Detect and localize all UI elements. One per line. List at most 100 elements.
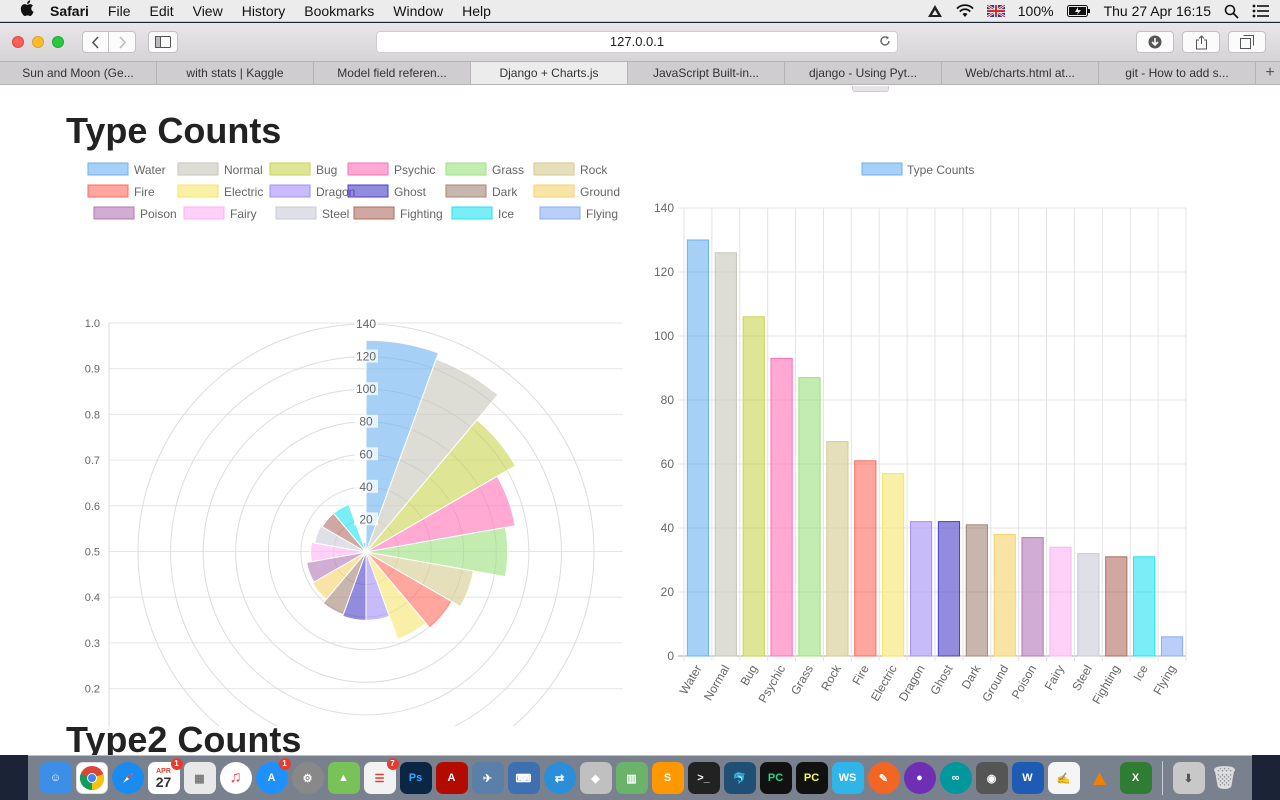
spotlight-search-icon[interactable] — [1224, 4, 1239, 19]
reload-icon[interactable] — [879, 33, 891, 53]
legend-label-bug: Bug — [316, 163, 337, 177]
bar-x-tick-label: Normal — [701, 663, 732, 703]
new-tab-button[interactable]: + — [1265, 64, 1275, 81]
textedit-icon[interactable]: ✍ — [1047, 762, 1080, 794]
tab-django-using-python[interactable]: django - Using Pyt... — [785, 62, 942, 84]
forward-button[interactable] — [109, 31, 136, 53]
keyboard-viewer-icon[interactable]: ⌨ — [507, 762, 540, 794]
clock[interactable]: Thu 27 Apr 16:15 — [1103, 3, 1211, 19]
bar-legend-label: Type Counts — [907, 163, 974, 177]
legend-label-dragon: Dragon — [316, 185, 355, 199]
bar-x-tick-label: Flying — [1151, 663, 1179, 698]
disk-utility-icon[interactable]: ◉ — [975, 762, 1008, 794]
minimize-window-button[interactable] — [32, 36, 44, 48]
polar-slice-poison — [306, 551, 367, 583]
system-preferences-icon[interactable]: ⚙ — [291, 762, 324, 794]
pycharm-icon[interactable]: PC — [759, 762, 792, 794]
bar-legend-swatch — [861, 162, 903, 176]
menu-history[interactable]: History — [241, 2, 286, 19]
color-picker-icon[interactable]: ◆ — [579, 762, 612, 794]
sidebar-toggle-button[interactable] — [148, 31, 178, 53]
battery-icon[interactable] — [1066, 5, 1091, 17]
close-window-button[interactable] — [12, 36, 24, 48]
downloads-button[interactable] — [1136, 31, 1174, 53]
safari-icon[interactable] — [111, 762, 144, 794]
chrome-icon[interactable] — [75, 762, 108, 794]
menu-app-name[interactable]: Safari — [50, 2, 89, 19]
legend-swatch-dragon — [269, 184, 311, 198]
wifi-icon[interactable] — [956, 4, 974, 18]
photoshop-icon[interactable]: Ps — [399, 762, 432, 794]
tab-kaggle[interactable]: with stats | Kaggle — [157, 62, 314, 84]
numbers-icon[interactable]: ▥ — [615, 762, 648, 794]
share-button[interactable] — [1182, 31, 1220, 53]
dock-separator — [1161, 761, 1163, 795]
bar-y-tick-label: 0 — [667, 649, 674, 663]
polar-tick-label: 40 — [359, 480, 373, 494]
acrobat-icon[interactable]: A — [435, 762, 468, 794]
tab-web-charts-html[interactable]: Web/charts.html at... — [942, 62, 1099, 84]
polar-tick-backdrop — [354, 349, 378, 363]
polar-left-tick-label: 0.6 — [85, 501, 100, 513]
apple-menu-icon[interactable] — [18, 0, 36, 21]
address-bar[interactable]: 127.0.0.1 — [376, 31, 898, 53]
bar-poison — [1021, 537, 1044, 657]
downloads-stack-icon[interactable]: ⬇ — [1172, 762, 1205, 794]
menu-file[interactable]: File — [107, 2, 131, 19]
legend-label-normal: Normal — [224, 163, 263, 177]
menu-help[interactable]: Help — [462, 2, 491, 19]
x-app-icon[interactable]: X — [1119, 762, 1152, 794]
itunes-icon[interactable]: ♫ — [219, 762, 252, 794]
trash-icon[interactable]: 🗑 — [1210, 765, 1239, 790]
navigation-buttons — [82, 31, 136, 53]
tab-git-how-to-add[interactable]: git - How to add s... — [1099, 62, 1256, 84]
uk-flag-icon[interactable] — [986, 5, 1005, 17]
github-icon[interactable]: ● — [903, 762, 936, 794]
menu-window[interactable]: Window — [393, 2, 444, 19]
chevron-right-icon — [118, 35, 126, 49]
reminders-icon[interactable]: ☰ 7 — [363, 758, 399, 794]
tab-django-charts[interactable]: Django + Charts.js — [471, 62, 628, 84]
adobe-cloud-icon[interactable] — [927, 4, 943, 18]
calendar-icon[interactable]: APR 27 1 — [147, 758, 183, 794]
terminal-icon[interactable]: >_ — [687, 762, 720, 794]
tab-javascript-builtin[interactable]: JavaScript Built-in... — [628, 62, 785, 84]
sublime-text-icon[interactable]: S — [651, 762, 684, 794]
finder-icon[interactable]: ☺ — [39, 762, 72, 794]
bar-x-tick-label: Bug — [738, 663, 761, 688]
migration-icon[interactable]: ⇄ — [543, 762, 576, 794]
menu-bookmarks[interactable]: Bookmarks — [304, 2, 375, 19]
tab-overview-button[interactable] — [1228, 31, 1266, 53]
preview-icon[interactable]: ▦ — [183, 762, 216, 794]
menu-edit[interactable]: Edit — [149, 2, 174, 19]
tab-model-field-reference[interactable]: Model field referen... — [314, 62, 471, 84]
mysql-workbench-icon[interactable]: 🐬 — [723, 762, 756, 794]
legend-label-ground: Ground — [580, 185, 620, 199]
zoom-window-button[interactable] — [52, 36, 64, 48]
android-studio-icon[interactable]: ▲ — [327, 762, 360, 794]
app-store-icon[interactable]: A 1 — [255, 758, 291, 794]
menu-view[interactable]: View — [192, 2, 223, 19]
pycharm-edu-icon[interactable]: PC — [795, 762, 828, 794]
word-icon[interactable]: W — [1011, 762, 1044, 794]
legend-label-fighting: Fighting — [400, 207, 443, 221]
page-content: Type Counts Water Normal Bug Psychic Grass Ro… — [0, 86, 1280, 755]
xcode-icon[interactable]: ✈ — [471, 762, 504, 794]
legend-swatch-grass — [445, 162, 487, 176]
notification-center-icon[interactable] — [1252, 4, 1270, 18]
back-button[interactable] — [82, 31, 109, 53]
bar-steel — [1077, 553, 1100, 657]
webstorm-icon[interactable]: WS — [831, 762, 864, 794]
tab-sun-and-moon[interactable]: Sun and Moon (Ge... — [0, 62, 157, 84]
window-controls — [12, 36, 64, 48]
polar-slice-normal — [365, 358, 499, 553]
arduino-icon[interactable]: ∞ — [939, 762, 972, 794]
polar-slice-bug — [365, 419, 517, 553]
vlc-icon[interactable]: ▲ — [1088, 765, 1111, 790]
postman-icon[interactable]: ✎ — [867, 762, 900, 794]
polar-slice-dark — [322, 551, 367, 616]
bar-rock — [826, 441, 849, 657]
download-icon — [1148, 35, 1162, 49]
status-area: 100% Thu 27 Apr 16:15 — [927, 0, 1270, 22]
calendar-badge: 1 — [170, 758, 183, 770]
